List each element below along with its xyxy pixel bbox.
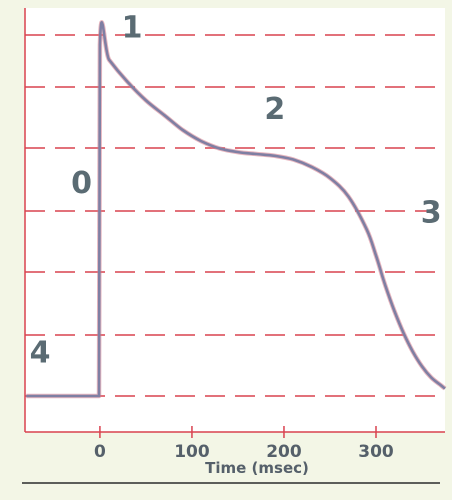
x-tick-label-2: 200 — [266, 442, 302, 462]
series-layer — [26, 20, 447, 399]
grid-lines — [25, 34, 445, 397]
phase-labels: 0 1 2 3 4 — [30, 11, 442, 371]
phase-label-4: 4 — [30, 336, 51, 371]
plot-area — [25, 8, 445, 432]
phase-label-3: 3 — [421, 195, 442, 230]
series-line — [26, 21, 446, 398]
x-axis-ticks: 0 100 200 300 — [94, 426, 394, 462]
x-tick-label-3: 300 — [358, 442, 394, 462]
x-tick-label-0: 0 — [94, 442, 106, 462]
phase-label-0: 0 — [71, 166, 92, 201]
x-tick-label-1: 100 — [174, 442, 210, 462]
phase-label-2: 2 — [264, 92, 285, 127]
phase-label-1: 1 — [122, 11, 143, 46]
x-axis-title: Time (msec) — [205, 459, 309, 477]
